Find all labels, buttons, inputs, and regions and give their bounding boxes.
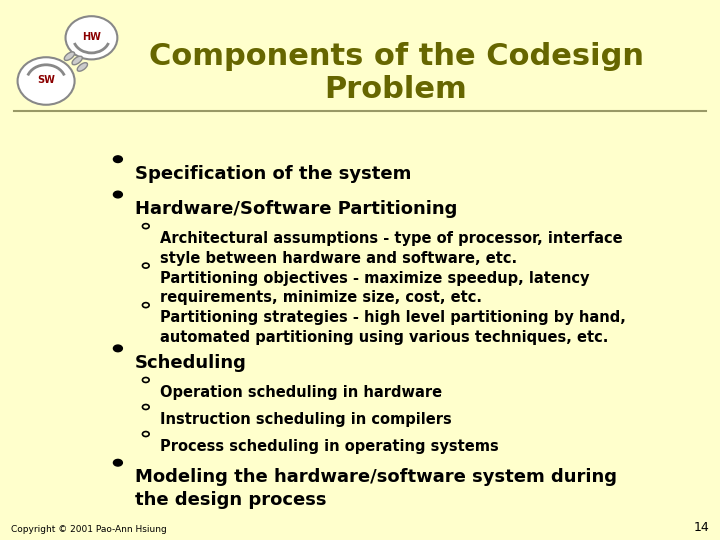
Text: Architectural assumptions - type of processor, interface
style between hardware : Architectural assumptions - type of proc… [160,231,622,266]
Text: Components of the Codesign: Components of the Codesign [148,42,644,71]
Text: SW: SW [37,75,55,85]
Circle shape [114,345,122,352]
Circle shape [114,156,122,163]
Ellipse shape [77,63,88,71]
Text: Hardware/Software Partitioning: Hardware/Software Partitioning [135,200,457,218]
Circle shape [114,460,122,466]
Text: Operation scheduling in hardware: Operation scheduling in hardware [160,385,442,400]
Text: Partitioning strategies - high level partitioning by hand,
automated partitionin: Partitioning strategies - high level par… [160,310,626,345]
Ellipse shape [64,52,75,60]
Text: Modeling the hardware/software system during
the design process: Modeling the hardware/software system du… [135,468,616,509]
Circle shape [17,57,75,105]
Ellipse shape [72,56,82,65]
Text: Instruction scheduling in compilers: Instruction scheduling in compilers [160,412,451,427]
Text: 14: 14 [693,521,709,534]
Circle shape [114,191,122,198]
Text: Copyright © 2001 Pao-Ann Hsiung: Copyright © 2001 Pao-Ann Hsiung [11,524,166,534]
Text: Problem: Problem [325,75,467,104]
Text: Process scheduling in operating systems: Process scheduling in operating systems [160,439,498,454]
Text: Scheduling: Scheduling [135,354,246,372]
Text: Partitioning objectives - maximize speedup, latency
requirements, minimize size,: Partitioning objectives - maximize speed… [160,271,589,306]
Circle shape [66,16,117,59]
Text: Specification of the system: Specification of the system [135,165,411,183]
Text: HW: HW [82,32,101,42]
